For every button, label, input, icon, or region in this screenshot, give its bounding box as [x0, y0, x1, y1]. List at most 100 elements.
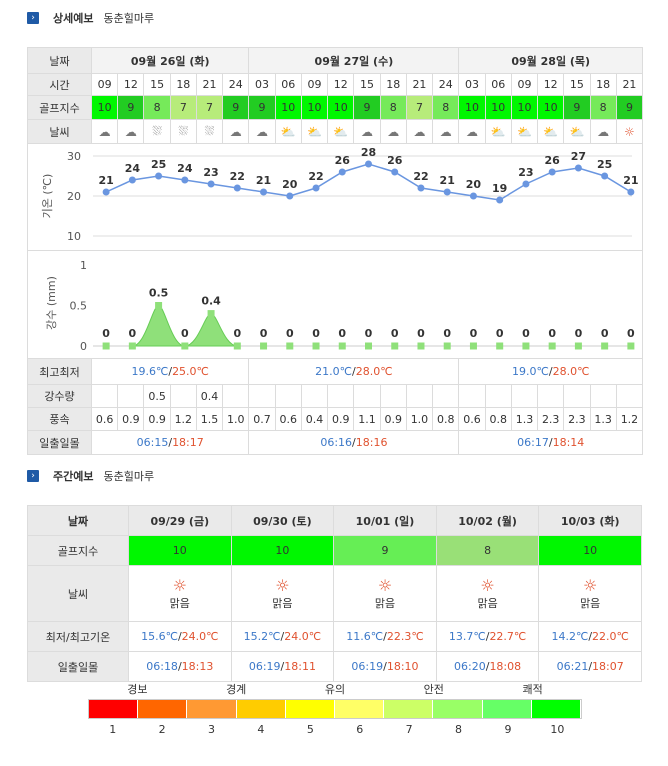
temp-point — [285, 192, 293, 200]
legend-number: 6 — [356, 723, 364, 736]
temp-point — [495, 196, 503, 204]
wind-cell: 0.6 — [274, 407, 302, 431]
golf-index-cell: 7 — [195, 95, 224, 120]
rain-cell — [117, 384, 145, 408]
golf-index-cell: 10 — [90, 95, 119, 120]
golf-index-cell: 9 — [353, 95, 381, 120]
sun-icon: ☼ — [624, 124, 635, 139]
minmax-label: 최고최저 — [27, 358, 92, 385]
cloud-icon: ☁ — [387, 124, 400, 139]
weekly-minmax: 15.6℃/24.0℃ — [128, 621, 232, 652]
rain-cell — [615, 384, 644, 408]
hour-cell: 06 — [274, 73, 302, 96]
temp-point — [417, 184, 425, 192]
legend-swatch — [89, 700, 139, 718]
legend-swatch — [335, 700, 385, 718]
rain-value-label: 0 — [128, 327, 136, 340]
wind-cell: 0.9 — [143, 407, 171, 431]
legend-number: 3 — [208, 723, 216, 736]
rain-cell — [432, 384, 460, 408]
legend-number: 9 — [504, 723, 512, 736]
sun-icon: ☼ — [377, 575, 393, 595]
legend-swatch — [384, 700, 434, 718]
weekly-sun: 06:21/18:07 — [538, 651, 642, 682]
weekly-date: 10/02 (월) — [435, 505, 540, 536]
legend-swatch — [285, 700, 336, 718]
rain-cloud-icon: ⛆ — [178, 124, 189, 138]
sun-cloud-icon: ⛅ — [280, 124, 296, 139]
sun-label: 일출일몰 — [27, 430, 92, 455]
wind-cell: 0.9 — [117, 407, 145, 431]
temp-point — [312, 184, 320, 192]
temp-point — [390, 168, 398, 176]
temp-point — [233, 184, 241, 192]
temp-point — [469, 192, 477, 200]
day-sun: 06:17/18:14 — [458, 430, 644, 455]
golf-index-cell: 8 — [589, 95, 617, 120]
legend-numbers: 1 2 3 4 5 6 7 8 9 10 — [88, 723, 582, 736]
rain-value-label: 0 — [312, 327, 320, 340]
day-minmax: 19.6℃/25.0℃ — [90, 358, 250, 385]
rain-cell — [589, 384, 617, 408]
temp-point — [154, 172, 162, 180]
rain-cloud-icon: ⛆ — [152, 124, 162, 138]
wind-cell: 0.6 — [458, 407, 486, 431]
day-date: 09월 27일 (수) — [248, 47, 460, 74]
temp-tick: 10 — [67, 230, 81, 243]
rain-cell — [248, 384, 276, 408]
rain-point — [600, 342, 608, 350]
weekly-sun: 06:18/18:13 — [128, 651, 232, 682]
weekly-date-label: 날짜 — [27, 505, 129, 536]
rain-cell: 0.5 — [143, 384, 171, 408]
temp-value-label: 21 — [255, 174, 270, 187]
weekly-golf-cell: 9 — [333, 535, 437, 566]
temp-value-label: 22 — [229, 170, 244, 183]
legend-number: 7 — [405, 723, 413, 736]
sun-icon: ☼ — [275, 575, 290, 595]
golf-index-cell: 7 — [405, 95, 434, 120]
weekly-weather-cell: ☼ 맑음 — [128, 565, 232, 622]
rain-value-label: 0 — [627, 327, 635, 340]
rain-point — [102, 342, 110, 350]
hour-cell: 15 — [353, 73, 381, 96]
rain-point — [495, 342, 503, 350]
hour-cell: 18 — [589, 73, 617, 96]
golf-index-cell: 8 — [432, 95, 460, 120]
rain-value-label: 0 — [522, 327, 530, 340]
time-label: 시간 — [27, 73, 92, 96]
legend-number: 1 — [109, 723, 117, 736]
wind-cell: 0.8 — [484, 407, 512, 431]
rain-point — [285, 342, 293, 350]
rain-cell — [379, 384, 407, 408]
weekly-sun: 06:19/18:10 — [333, 651, 437, 682]
rain-axis-label: 강수 (mm) — [45, 276, 58, 330]
rain-point — [574, 342, 582, 350]
temp-point — [521, 180, 529, 188]
weekly-golf-cell: 10 — [538, 535, 642, 566]
hour-cell: 12 — [117, 73, 145, 96]
rain-point — [154, 302, 162, 309]
sun-icon: ☼ — [583, 575, 598, 595]
day-minmax: 21.0℃/28.0℃ — [248, 358, 460, 385]
detail-forecast-table: 날짜 09월 26일 (화) 09월 27일 (수) 09월 28일 (목) 시간 09 1… — [26, 47, 644, 455]
weekly-weather-text: 맑음 — [272, 596, 293, 610]
weekly-weather-text: 맑음 — [169, 596, 190, 610]
rain-cell — [274, 384, 302, 408]
rain-point — [312, 342, 320, 350]
temp-tick: 20 — [67, 190, 81, 203]
temp-value-label: 21 — [623, 174, 638, 187]
legend-swatch — [531, 700, 582, 718]
sun-cloud-icon: ⛅ — [307, 124, 322, 139]
weekly-golf-label: 골프지수 — [27, 535, 129, 566]
wind-cell: 0.9 — [379, 407, 407, 431]
wind-cell: 1.2 — [169, 407, 197, 431]
temp-point — [364, 160, 372, 168]
weekly-minmax: 15.2℃/24.0℃ — [230, 621, 335, 652]
legend-categories: 경보 경계 유의 안전 쾌적 — [88, 681, 582, 699]
golf-index-cell: 8 — [143, 95, 171, 120]
weekly-date: 09/30 (토) — [230, 505, 335, 536]
temp-point — [128, 176, 136, 184]
chart-svg: 30 20 10 기온 (℃) 21 24 25 24 23 22 21 20 22 26 28 26 22 21… — [41, 146, 639, 243]
rain-cell — [353, 384, 381, 408]
wind-cell: 2.3 — [537, 407, 565, 431]
